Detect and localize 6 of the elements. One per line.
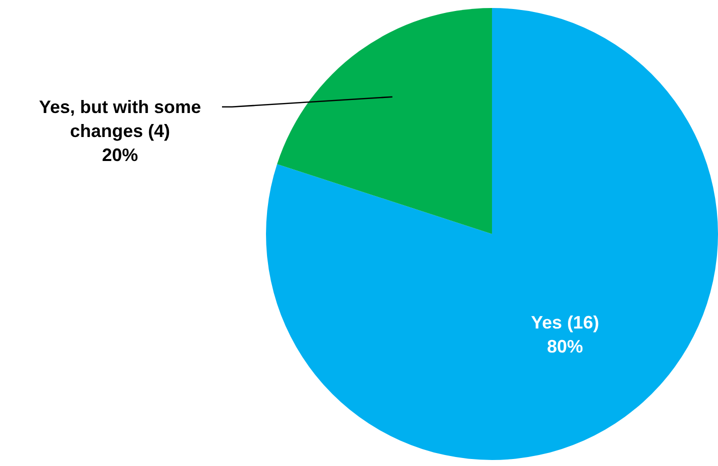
slice-label: Yes, but with some changes (4) bbox=[38, 96, 202, 141]
pie-slice bbox=[266, 8, 718, 460]
data-label: 80% bbox=[547, 336, 584, 357]
slice-label: Yes (16) bbox=[531, 312, 600, 333]
data-label: 20% bbox=[102, 144, 138, 165]
pie-slice bbox=[277, 8, 492, 234]
